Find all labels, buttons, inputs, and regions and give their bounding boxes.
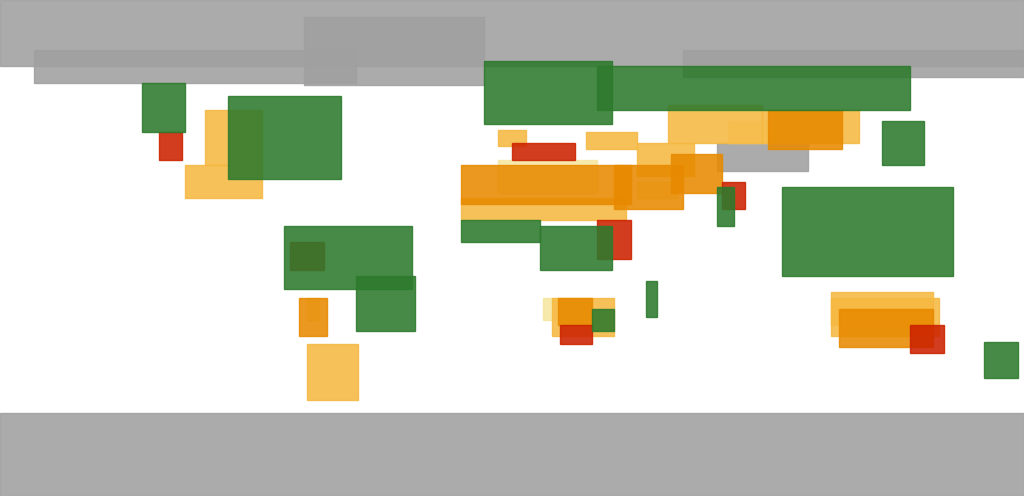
Bar bbox=[637, 143, 694, 177]
Bar bbox=[307, 298, 318, 319]
Bar bbox=[304, 16, 483, 85]
Bar bbox=[560, 325, 592, 344]
Bar bbox=[498, 160, 597, 193]
Bar bbox=[830, 292, 933, 325]
Bar bbox=[839, 309, 933, 347]
Bar bbox=[557, 298, 592, 325]
Bar bbox=[205, 110, 262, 165]
Bar bbox=[512, 143, 574, 160]
Bar bbox=[142, 83, 185, 132]
Bar bbox=[307, 344, 358, 400]
Bar bbox=[0, 0, 1024, 66]
Bar bbox=[717, 143, 808, 171]
Bar bbox=[830, 298, 939, 336]
Bar bbox=[723, 182, 745, 209]
Bar bbox=[882, 121, 925, 165]
Bar bbox=[544, 298, 557, 319]
Bar bbox=[299, 298, 327, 336]
Bar bbox=[597, 220, 632, 259]
Bar bbox=[683, 50, 1024, 77]
Bar bbox=[185, 165, 262, 198]
Bar bbox=[910, 325, 944, 353]
Bar bbox=[669, 105, 762, 143]
Bar bbox=[285, 226, 413, 289]
Bar bbox=[160, 132, 182, 160]
Bar bbox=[646, 281, 657, 317]
Bar bbox=[984, 342, 1018, 377]
Bar bbox=[461, 165, 632, 204]
Bar bbox=[592, 309, 614, 331]
Bar bbox=[541, 226, 611, 270]
Bar bbox=[762, 110, 859, 143]
Bar bbox=[597, 66, 910, 110]
Bar bbox=[461, 220, 541, 243]
Bar bbox=[728, 121, 774, 143]
Bar bbox=[614, 165, 683, 209]
Bar bbox=[782, 187, 953, 276]
Bar bbox=[0, 413, 1024, 496]
Bar bbox=[483, 61, 611, 124]
Bar bbox=[586, 132, 637, 149]
Bar bbox=[637, 182, 677, 198]
Bar bbox=[461, 198, 626, 220]
Bar bbox=[290, 243, 325, 270]
Bar bbox=[498, 129, 526, 146]
Bar bbox=[34, 50, 355, 83]
Bar bbox=[355, 276, 416, 331]
Bar bbox=[717, 187, 734, 226]
Bar bbox=[227, 96, 341, 179]
Bar bbox=[768, 110, 842, 149]
Bar bbox=[552, 298, 614, 336]
Bar bbox=[672, 154, 723, 193]
